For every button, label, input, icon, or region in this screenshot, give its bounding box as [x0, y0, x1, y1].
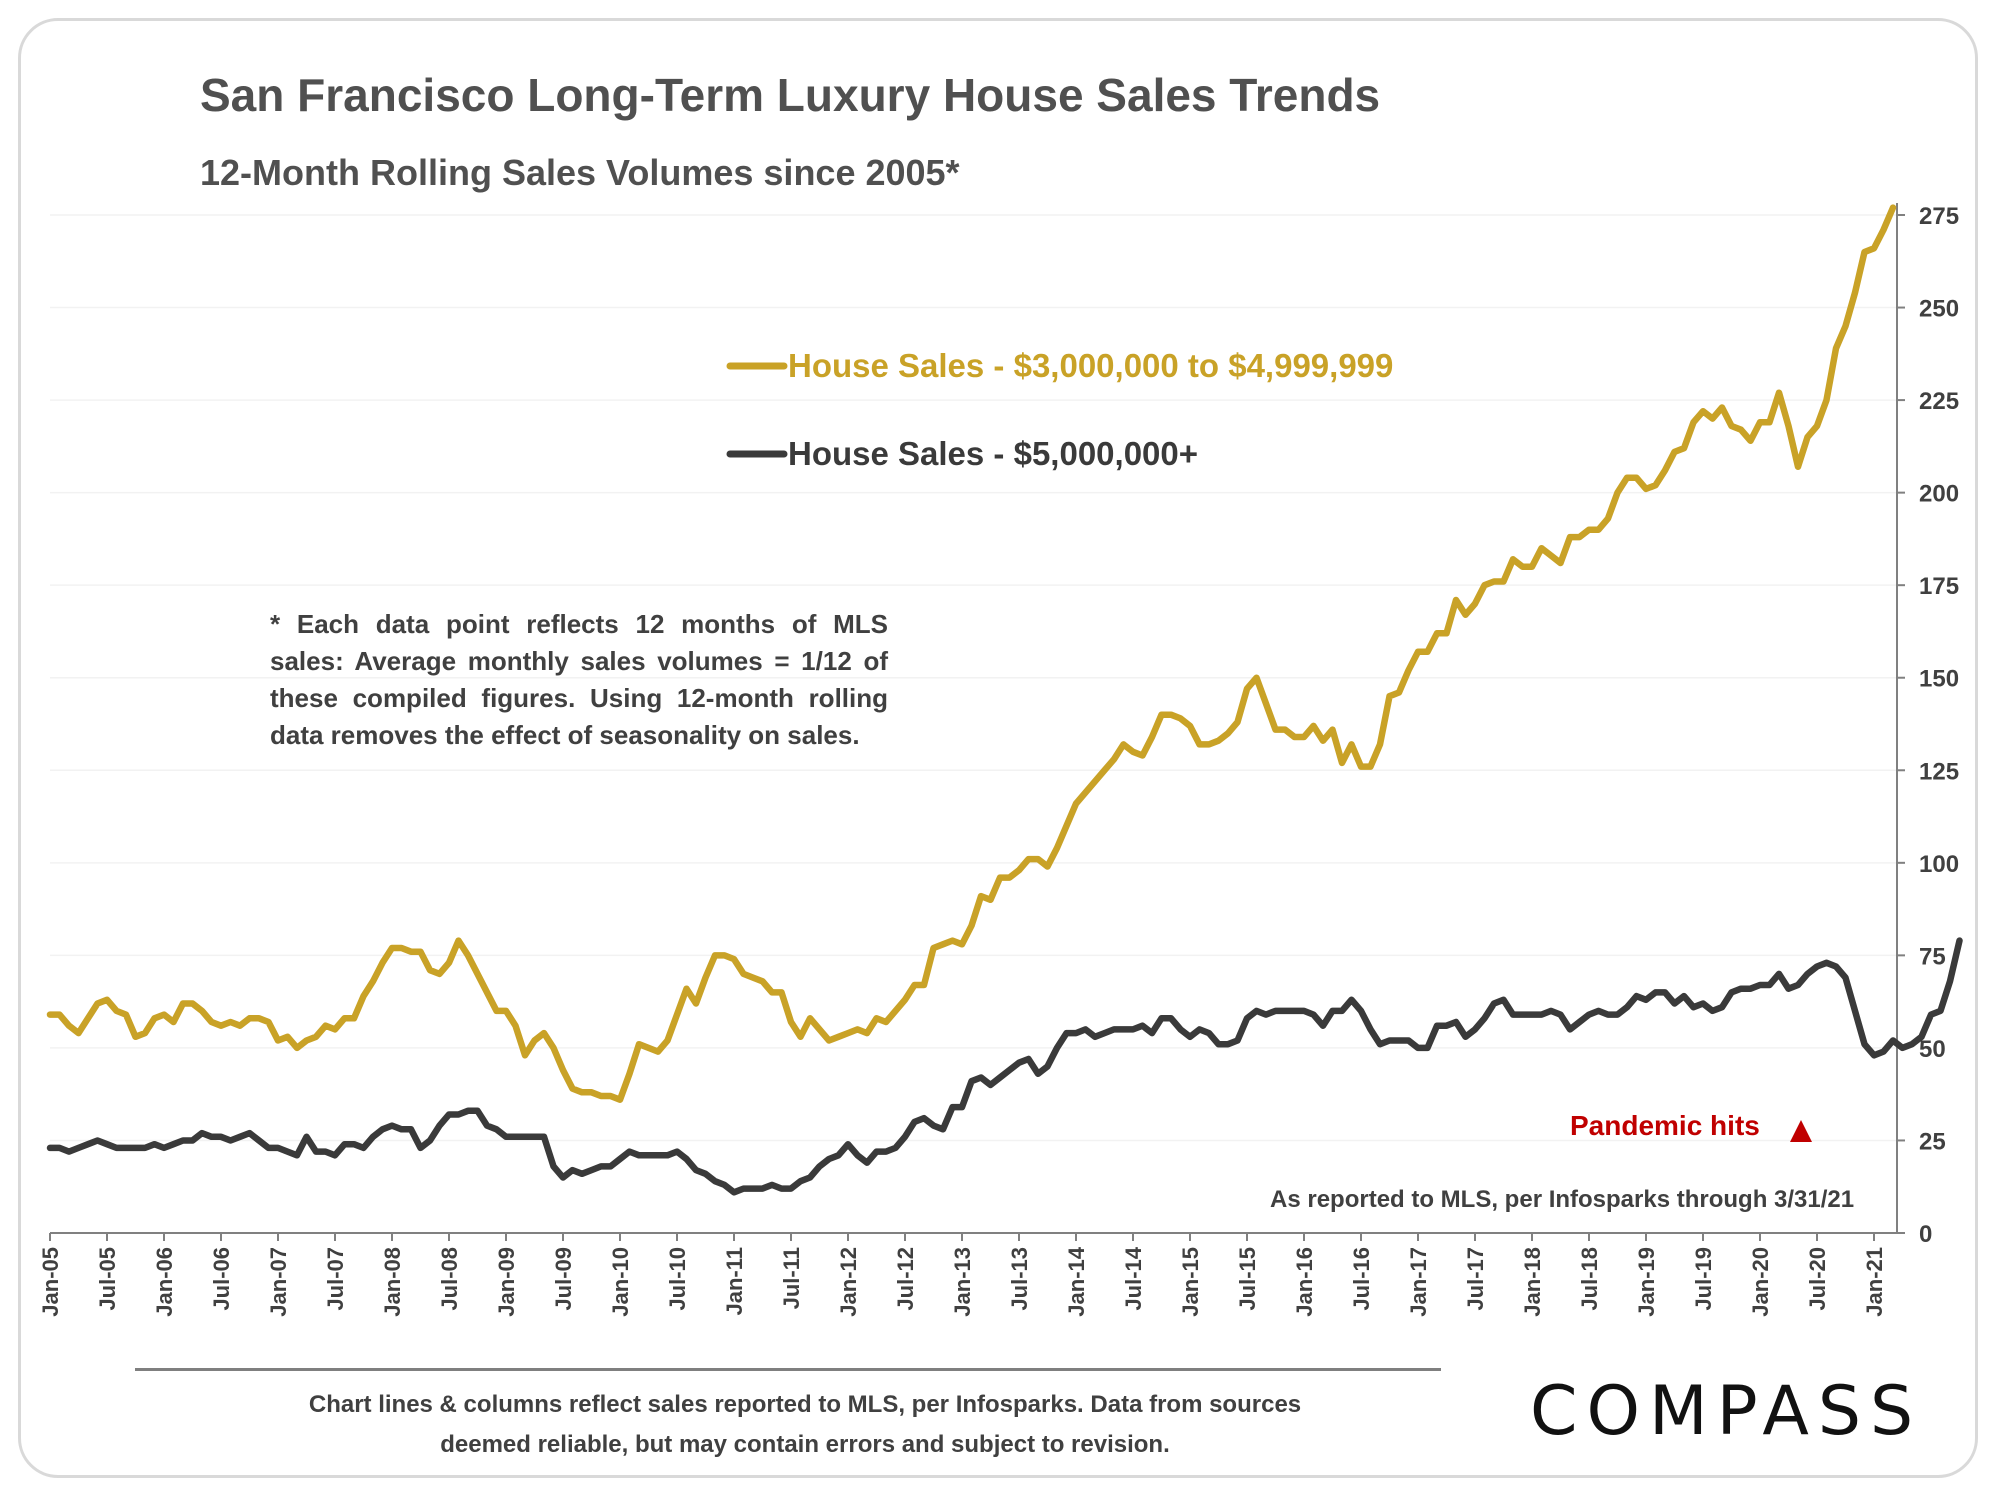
x-tick-label: Jan-20: [1748, 1247, 1773, 1317]
y-tick-label: 0: [1919, 1221, 1932, 1248]
y-tick-label: 50: [1919, 1036, 1946, 1063]
x-tick-label: Jul-11: [779, 1247, 804, 1309]
y-tick-label: 225: [1919, 388, 1959, 415]
footer-line-1: Chart lines & columns reflect sales repo…: [308, 1391, 1302, 1418]
series-line-5m-plus: [46, 937, 1963, 1196]
x-tick-label: Jul-06: [209, 1247, 234, 1311]
x-tick-label: Jul-20: [1805, 1247, 1830, 1311]
x-tick-label: Jan-13: [950, 1247, 975, 1317]
footer-divider: [135, 1368, 1441, 1371]
x-tick-label: Jul-15: [1235, 1247, 1260, 1311]
x-tick-label: Jul-12: [893, 1247, 918, 1311]
footer-line-2: deemed reliable, but may contain errors …: [440, 1431, 1170, 1458]
y-tick-label: 200: [1919, 481, 1959, 508]
axes: 0 25 50 75 100 125 150 175 200 225 250 275 Jan-05 Jul…: [38, 203, 1959, 1317]
x-tick-label: Jan-18: [1520, 1247, 1545, 1317]
x-tick-label: Jan-08: [380, 1247, 405, 1317]
x-tick-label: Jan-10: [608, 1247, 633, 1317]
x-tick-label: Jul-10: [665, 1247, 690, 1311]
chart-card: [18, 18, 1978, 1478]
y-tick-label: 175: [1919, 573, 1959, 600]
x-tick-label: Jan-06: [152, 1247, 177, 1317]
y-tick-label: 25: [1919, 1128, 1946, 1155]
pandemic-annotation: Pandemic hits: [1570, 1110, 1760, 1141]
y-tick-label: 275: [1919, 203, 1959, 230]
x-tick-label: Jul-16: [1349, 1247, 1374, 1311]
x-tick-label: Jul-13: [1007, 1247, 1032, 1311]
x-tick-label: Jul-19: [1691, 1247, 1716, 1311]
legend: House Sales - $3,000,000 to $4,999,999 Ho…: [726, 347, 1393, 472]
x-tick-label: Jan-12: [836, 1247, 861, 1317]
chart-title: San Francisco Long-Term Luxury House Sal…: [200, 69, 1381, 121]
x-tick-label: Jan-14: [1064, 1246, 1089, 1316]
x-tick-label: Jul-07: [323, 1247, 348, 1311]
x-tick-label: Jul-09: [551, 1247, 576, 1311]
x-tick-label: Jan-15: [1178, 1247, 1203, 1317]
series-lines: [46, 204, 1963, 1196]
x-tick-label: Jul-05: [95, 1247, 120, 1311]
x-tick-label: Jan-07: [266, 1247, 291, 1317]
y-tick-label: 125: [1919, 758, 1959, 785]
x-tick-label: Jan-09: [494, 1247, 519, 1317]
chart-subtitle: 12-Month Rolling Sales Volumes since 200…: [200, 152, 960, 193]
footer-disclaimer: Chart lines & columns reflect sales repo…: [240, 1385, 1370, 1465]
x-tick-label: Jul-18: [1577, 1247, 1602, 1311]
source-note: As reported to MLS, per Infosparks throu…: [1270, 1186, 1855, 1213]
x-tick-label: Jul-14: [1121, 1246, 1146, 1310]
legend-label: House Sales - $5,000,000+: [788, 435, 1198, 472]
legend-label: House Sales - $3,000,000 to $4,999,999: [788, 347, 1393, 384]
y-tick-label: 150: [1919, 666, 1959, 693]
gridlines: [50, 214, 1897, 1142]
x-tick-label: Jan-05: [38, 1247, 63, 1317]
y-tick-label: 75: [1919, 943, 1946, 970]
y-tick-label: 100: [1919, 851, 1959, 878]
methodology-note: * Each data point reflects 12 months of …: [270, 609, 888, 750]
x-tick-label: Jan-19: [1634, 1247, 1659, 1317]
x-tick-label: Jan-16: [1292, 1247, 1317, 1317]
x-tick-label: Jul-08: [437, 1247, 462, 1311]
y-tick-label: 250: [1919, 296, 1959, 323]
x-tick-label: Jan-11: [722, 1247, 747, 1316]
annotation-marker: [1790, 1120, 1812, 1142]
series-line-3m-to-5m: [46, 204, 1897, 1103]
x-tick-label: Jan-17: [1406, 1247, 1431, 1317]
triangle-up-icon: [1790, 1120, 1812, 1142]
compass-logo: COMPASS: [1530, 1372, 1923, 1451]
x-tick-label: Jan-21: [1862, 1247, 1887, 1317]
x-tick-label: Jul-17: [1463, 1247, 1488, 1311]
